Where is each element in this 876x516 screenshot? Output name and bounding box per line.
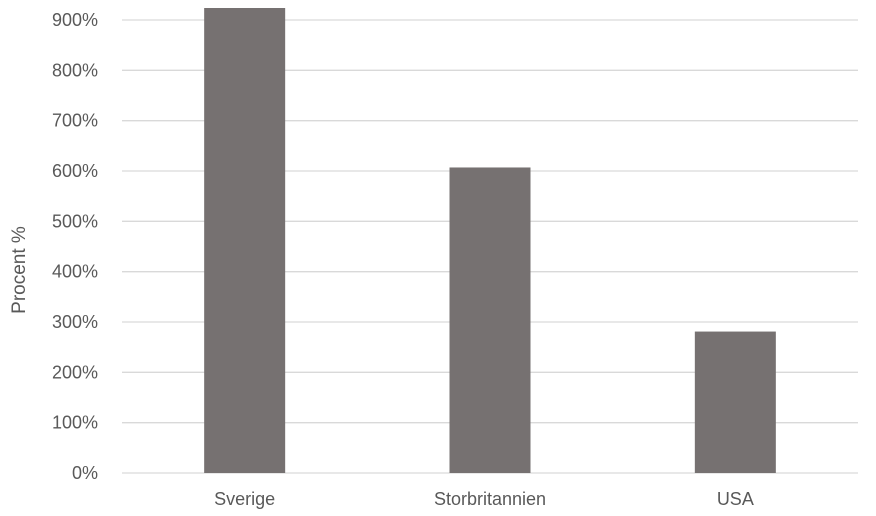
y-tick-label: 500% [52,211,98,231]
y-tick-label: 700% [52,111,98,131]
y-tick-label: 400% [52,262,98,282]
bar-usa [694,331,776,473]
bar-storbritannien [449,167,531,473]
x-tick-labels: Sverige Storbritannien USA [214,489,754,509]
y-tick-labels: 0% 100% 200% 300% 400% 500% 600% 700% 800% 900% [52,10,98,483]
y-tick-label: 200% [52,362,98,382]
y-tick-label: 900% [52,10,98,30]
x-tick-label: USA [717,489,754,509]
x-tick-label: Storbritannien [434,489,546,509]
y-tick-label: 300% [52,312,98,332]
y-tick-label: 600% [52,161,98,181]
y-axis-title: Procent % [9,226,30,314]
y-tick-label: 100% [52,413,98,433]
bar-sverige [204,8,286,473]
bars [204,8,776,473]
y-tick-label: 0% [72,463,98,483]
x-tick-label: Sverige [214,489,275,509]
y-tick-label: 800% [52,60,98,80]
